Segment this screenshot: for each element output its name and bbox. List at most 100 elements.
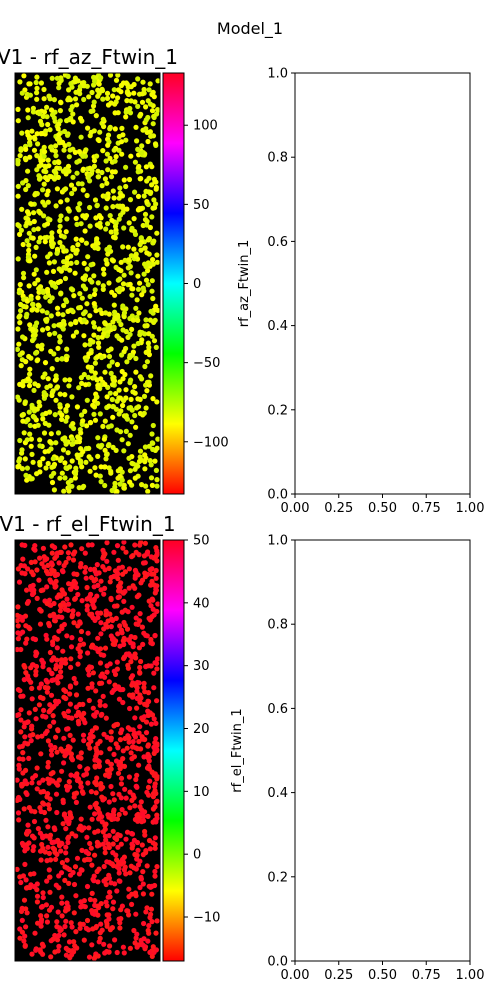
panel-el-point bbox=[145, 784, 152, 791]
panel-az-point bbox=[37, 437, 43, 443]
panel-el-point bbox=[79, 546, 85, 552]
panel-az-point bbox=[126, 176, 133, 183]
panel-el-point bbox=[101, 553, 107, 560]
panel-az-point bbox=[23, 186, 29, 193]
panel-el-point bbox=[95, 610, 101, 616]
panel-az-point bbox=[27, 422, 33, 429]
panel-el-point bbox=[47, 649, 54, 656]
panel-az-point bbox=[140, 79, 146, 85]
panel-az-point bbox=[45, 376, 51, 382]
panel-el-point bbox=[30, 572, 36, 578]
panel-el-point bbox=[72, 864, 79, 870]
panel-az-point bbox=[64, 346, 70, 352]
panel-el-point bbox=[109, 689, 115, 696]
panel-az-point bbox=[118, 139, 125, 145]
panel-az-point bbox=[15, 106, 21, 112]
panel-az-point bbox=[125, 91, 132, 97]
panel-el-point bbox=[68, 644, 75, 650]
panel-az-point bbox=[70, 333, 76, 339]
panel-az-point bbox=[72, 96, 79, 102]
panel-az-point bbox=[102, 418, 108, 424]
panel-el-point bbox=[55, 728, 61, 734]
panel-az-point bbox=[91, 324, 98, 330]
panel-az-point bbox=[87, 468, 93, 474]
panel-az-point bbox=[41, 168, 47, 174]
panel-el-point bbox=[95, 806, 101, 812]
panel-el-point bbox=[129, 830, 135, 837]
panel-el-point bbox=[43, 677, 49, 684]
panel-az-point bbox=[26, 247, 32, 253]
panel-az-point bbox=[97, 444, 104, 450]
panel-az-point bbox=[83, 382, 89, 388]
panel-az-point bbox=[110, 188, 116, 194]
panel-el-point bbox=[47, 777, 54, 783]
panel-az-point bbox=[127, 110, 134, 116]
panel-el-point bbox=[125, 725, 131, 731]
panel-el-point bbox=[133, 776, 139, 783]
panel-el-point bbox=[16, 712, 22, 718]
axes-az-frame bbox=[294, 72, 471, 495]
panel-el-point bbox=[131, 795, 137, 801]
panel-az-point bbox=[23, 359, 29, 365]
panel-el-point bbox=[91, 598, 97, 604]
panel-el-point bbox=[141, 553, 147, 559]
axes-el-ytick-label: 0.4 bbox=[267, 786, 288, 801]
panel-el-point bbox=[22, 778, 28, 784]
panel-az-point bbox=[115, 73, 121, 78]
panel-az-point bbox=[78, 221, 84, 227]
panel-az-point bbox=[138, 235, 144, 241]
panel-el-point bbox=[29, 951, 35, 957]
panel-el-point bbox=[104, 558, 110, 564]
panel-az-point bbox=[142, 245, 148, 251]
panel-el-point bbox=[44, 584, 50, 590]
panel-el-point bbox=[71, 881, 78, 888]
panel-el-point bbox=[149, 953, 155, 960]
panel-az-point bbox=[15, 193, 21, 199]
panel-az-point bbox=[110, 93, 116, 99]
panel-el-point bbox=[116, 584, 122, 590]
panel-el-point bbox=[21, 897, 28, 903]
panel-az-points bbox=[15, 73, 160, 494]
panel-az-point bbox=[92, 78, 98, 84]
panel-el-point bbox=[89, 942, 95, 948]
panel-el-point bbox=[46, 667, 52, 673]
panel-az-point bbox=[103, 310, 109, 316]
panel-el-point bbox=[98, 712, 104, 718]
panel-el-point bbox=[77, 654, 83, 660]
panel-az-point bbox=[96, 326, 102, 332]
panel-el-point bbox=[133, 569, 139, 575]
panel-az-point bbox=[106, 353, 113, 360]
axes-el-ytick-label: 1.0 bbox=[267, 534, 288, 549]
panel-el-point bbox=[95, 582, 101, 589]
panel-az-point bbox=[44, 192, 50, 198]
panel-el-point bbox=[15, 777, 20, 783]
panel-el-point bbox=[71, 939, 77, 945]
panel-az-point bbox=[99, 169, 105, 176]
panel-az-point bbox=[57, 217, 63, 223]
panel-el-point bbox=[133, 783, 139, 790]
panel-az-point bbox=[72, 79, 78, 85]
panel-el-point bbox=[150, 840, 156, 846]
panel-el-point bbox=[69, 757, 76, 763]
panel-az-point bbox=[83, 357, 89, 363]
panel-el-point bbox=[152, 746, 158, 752]
panel-el-point bbox=[147, 949, 153, 956]
panel-az-point bbox=[23, 472, 29, 478]
panel-el-point bbox=[67, 691, 73, 697]
panel-az-point bbox=[142, 363, 148, 370]
panel-az-point bbox=[16, 290, 22, 296]
panel-az-point bbox=[55, 174, 62, 180]
panel-az-point bbox=[24, 209, 31, 215]
panel-az-point bbox=[62, 275, 69, 282]
panel-az-point bbox=[83, 240, 89, 246]
panel-el-point bbox=[30, 732, 36, 738]
panel-az-point bbox=[108, 370, 114, 376]
panel-el-point bbox=[47, 889, 53, 895]
panel-az-point bbox=[62, 438, 68, 444]
panel-el-point bbox=[116, 866, 122, 872]
panel-az-point bbox=[145, 138, 151, 145]
panel-el-point bbox=[141, 754, 147, 760]
panel-el-point bbox=[104, 734, 110, 740]
panel-az-point bbox=[92, 370, 98, 376]
